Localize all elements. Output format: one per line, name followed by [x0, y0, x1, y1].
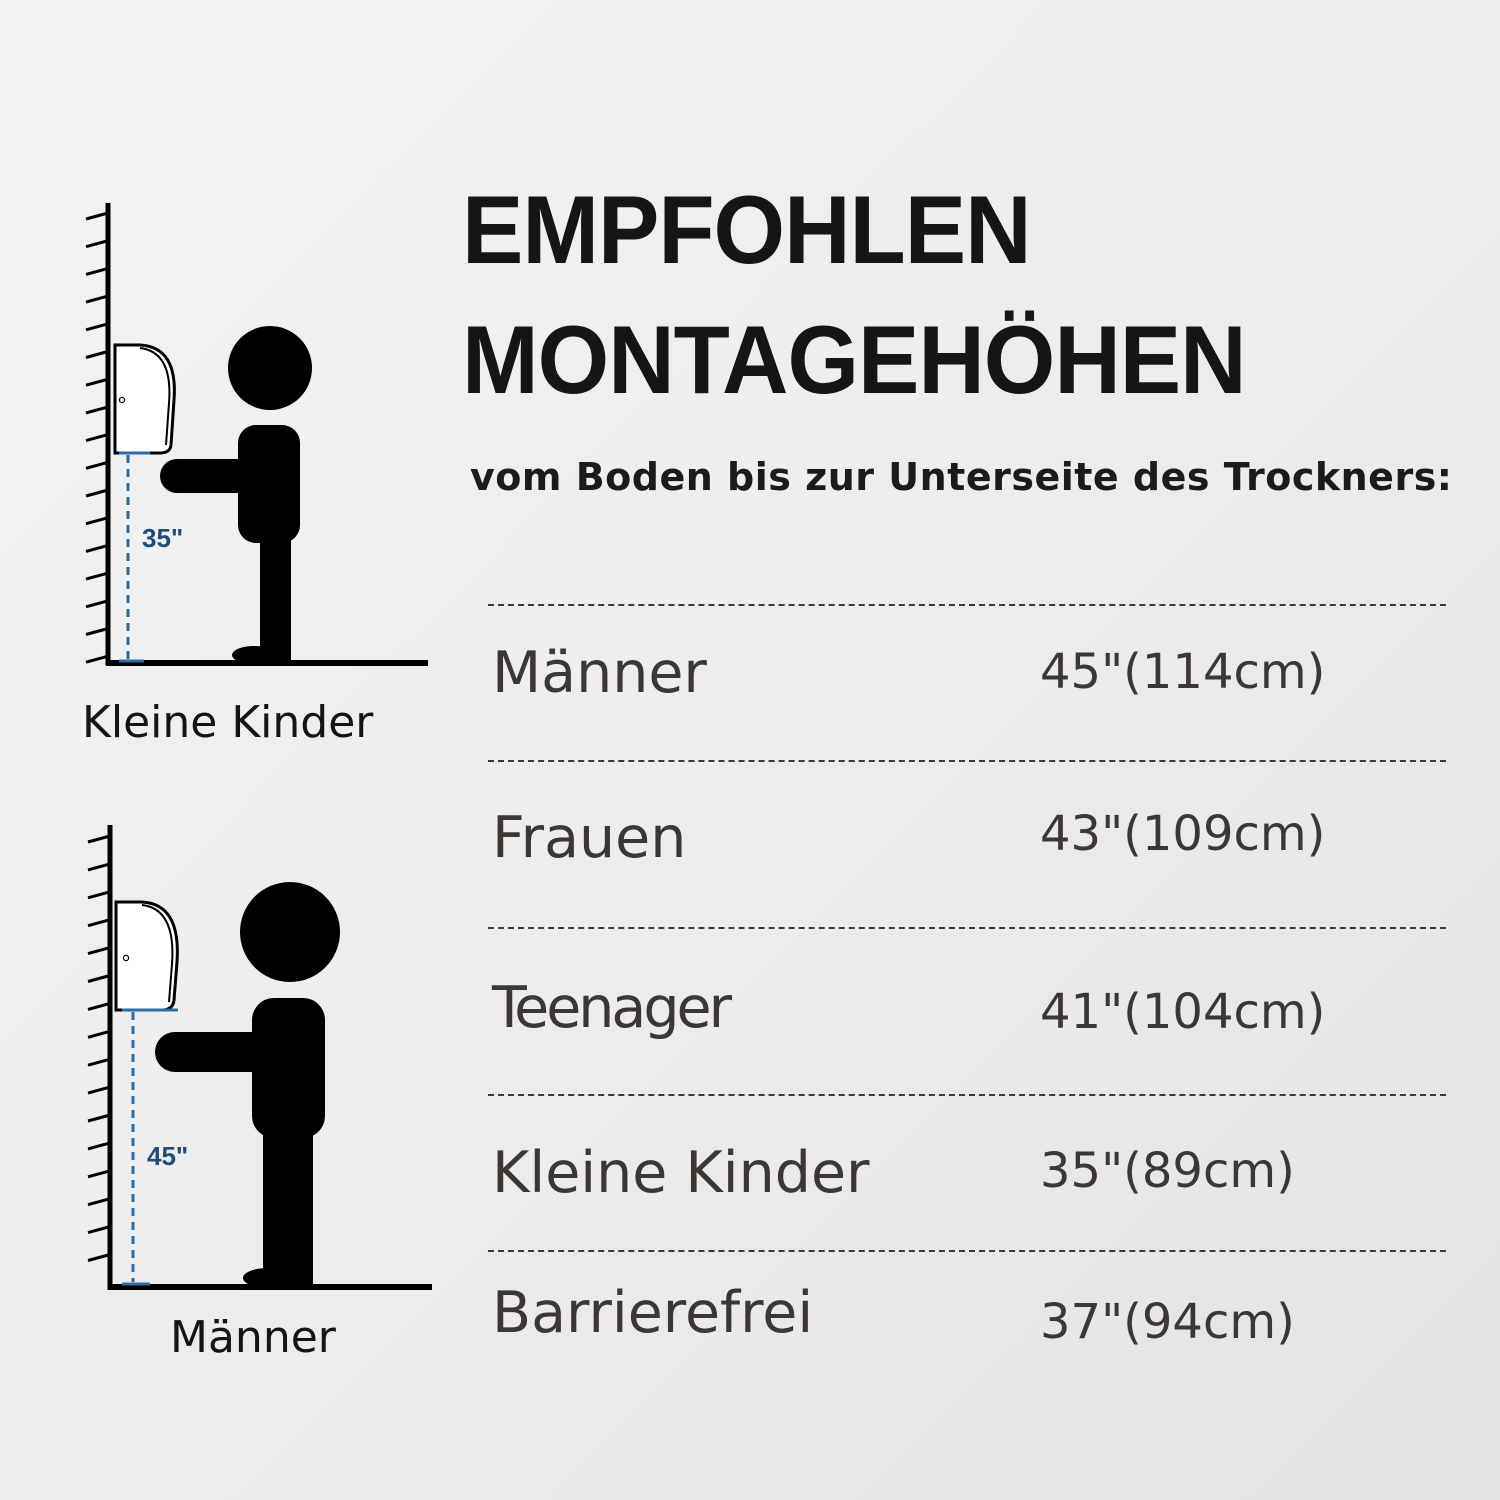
row-divider [488, 1094, 1446, 1096]
row-label-barrierefrei: Barrierefrei [492, 1280, 814, 1346]
hand-dryer-icon [113, 343, 176, 455]
figure-caption-maenner: Männer [170, 1312, 336, 1363]
row-label-teenager: Teenager [492, 975, 732, 1041]
scale-tick [85, 460, 109, 470]
row-label-kleine-kinder: Kleine Kinder [492, 1140, 870, 1206]
scale-tick [85, 433, 109, 443]
row-value-kleine-kinder: 35"(89cm) [1040, 1143, 1295, 1199]
scale-tick [85, 239, 109, 249]
scale-tick [87, 1225, 111, 1235]
scale-tick [87, 1029, 111, 1039]
scale-tick [87, 890, 111, 900]
row-value-frauen: 43"(109cm) [1040, 806, 1326, 862]
scale-tick [85, 211, 109, 221]
scale-tick [85, 571, 109, 581]
title-line-2: MONTAGEHÖHEN [462, 306, 1247, 414]
scale-tick [85, 543, 109, 553]
scale-tick [85, 294, 109, 304]
scale-tick [85, 377, 109, 387]
hand-dryer-icon [114, 900, 179, 1012]
scale-tick [85, 654, 109, 664]
title-line-1: EMPFOHLEN [462, 176, 1032, 284]
scale-tick [87, 1197, 111, 1207]
scale-tick [87, 1113, 111, 1123]
scale-tick [85, 350, 109, 359]
person-icon [160, 326, 312, 664]
scale-tick [87, 1057, 111, 1067]
height-label: 45" [147, 1141, 188, 1171]
row-value-barrierefrei: 37"(94cm) [1040, 1294, 1295, 1350]
figure-kleine-kinder: 35" [85, 203, 428, 666]
scale-tick [87, 946, 111, 956]
row-divider [488, 927, 1446, 929]
figure-caption-kleine-kinder: Kleine Kinder [82, 697, 374, 748]
scale-tick [85, 266, 109, 276]
row-divider [488, 1250, 1446, 1252]
figure-maenner: 45" [87, 825, 432, 1290]
scale-tick [87, 1001, 111, 1011]
height-dimension: 45" [122, 1008, 188, 1286]
row-divider [488, 604, 1446, 606]
person-icon [155, 882, 340, 1288]
scale-tick [87, 918, 111, 928]
scale-tick [87, 834, 111, 844]
scale-tick [87, 862, 111, 872]
scale-tick [85, 516, 109, 526]
scale-tick [85, 405, 109, 415]
row-divider [488, 760, 1446, 762]
scale-tick [87, 1085, 111, 1095]
scale-tick [87, 1141, 111, 1151]
scale-tick [85, 627, 109, 636]
wall-scale-icon [85, 203, 428, 666]
row-value-maenner: 45"(114cm) [1040, 644, 1326, 700]
scale-tick [87, 974, 111, 983]
row-value-teenager: 41"(104cm) [1040, 984, 1326, 1040]
scale-tick [87, 1169, 111, 1179]
height-dimension: 35" [119, 451, 183, 663]
scale-tick [85, 488, 109, 498]
height-label: 35" [142, 523, 183, 553]
scale-tick [85, 322, 109, 332]
scale-tick [85, 599, 109, 609]
subtitle: vom Boden bis zur Unterseite des Trockne… [470, 455, 1453, 499]
scale-tick [87, 1253, 111, 1262]
row-label-frauen: Frauen [492, 805, 687, 871]
row-label-maenner: Männer [492, 640, 707, 706]
